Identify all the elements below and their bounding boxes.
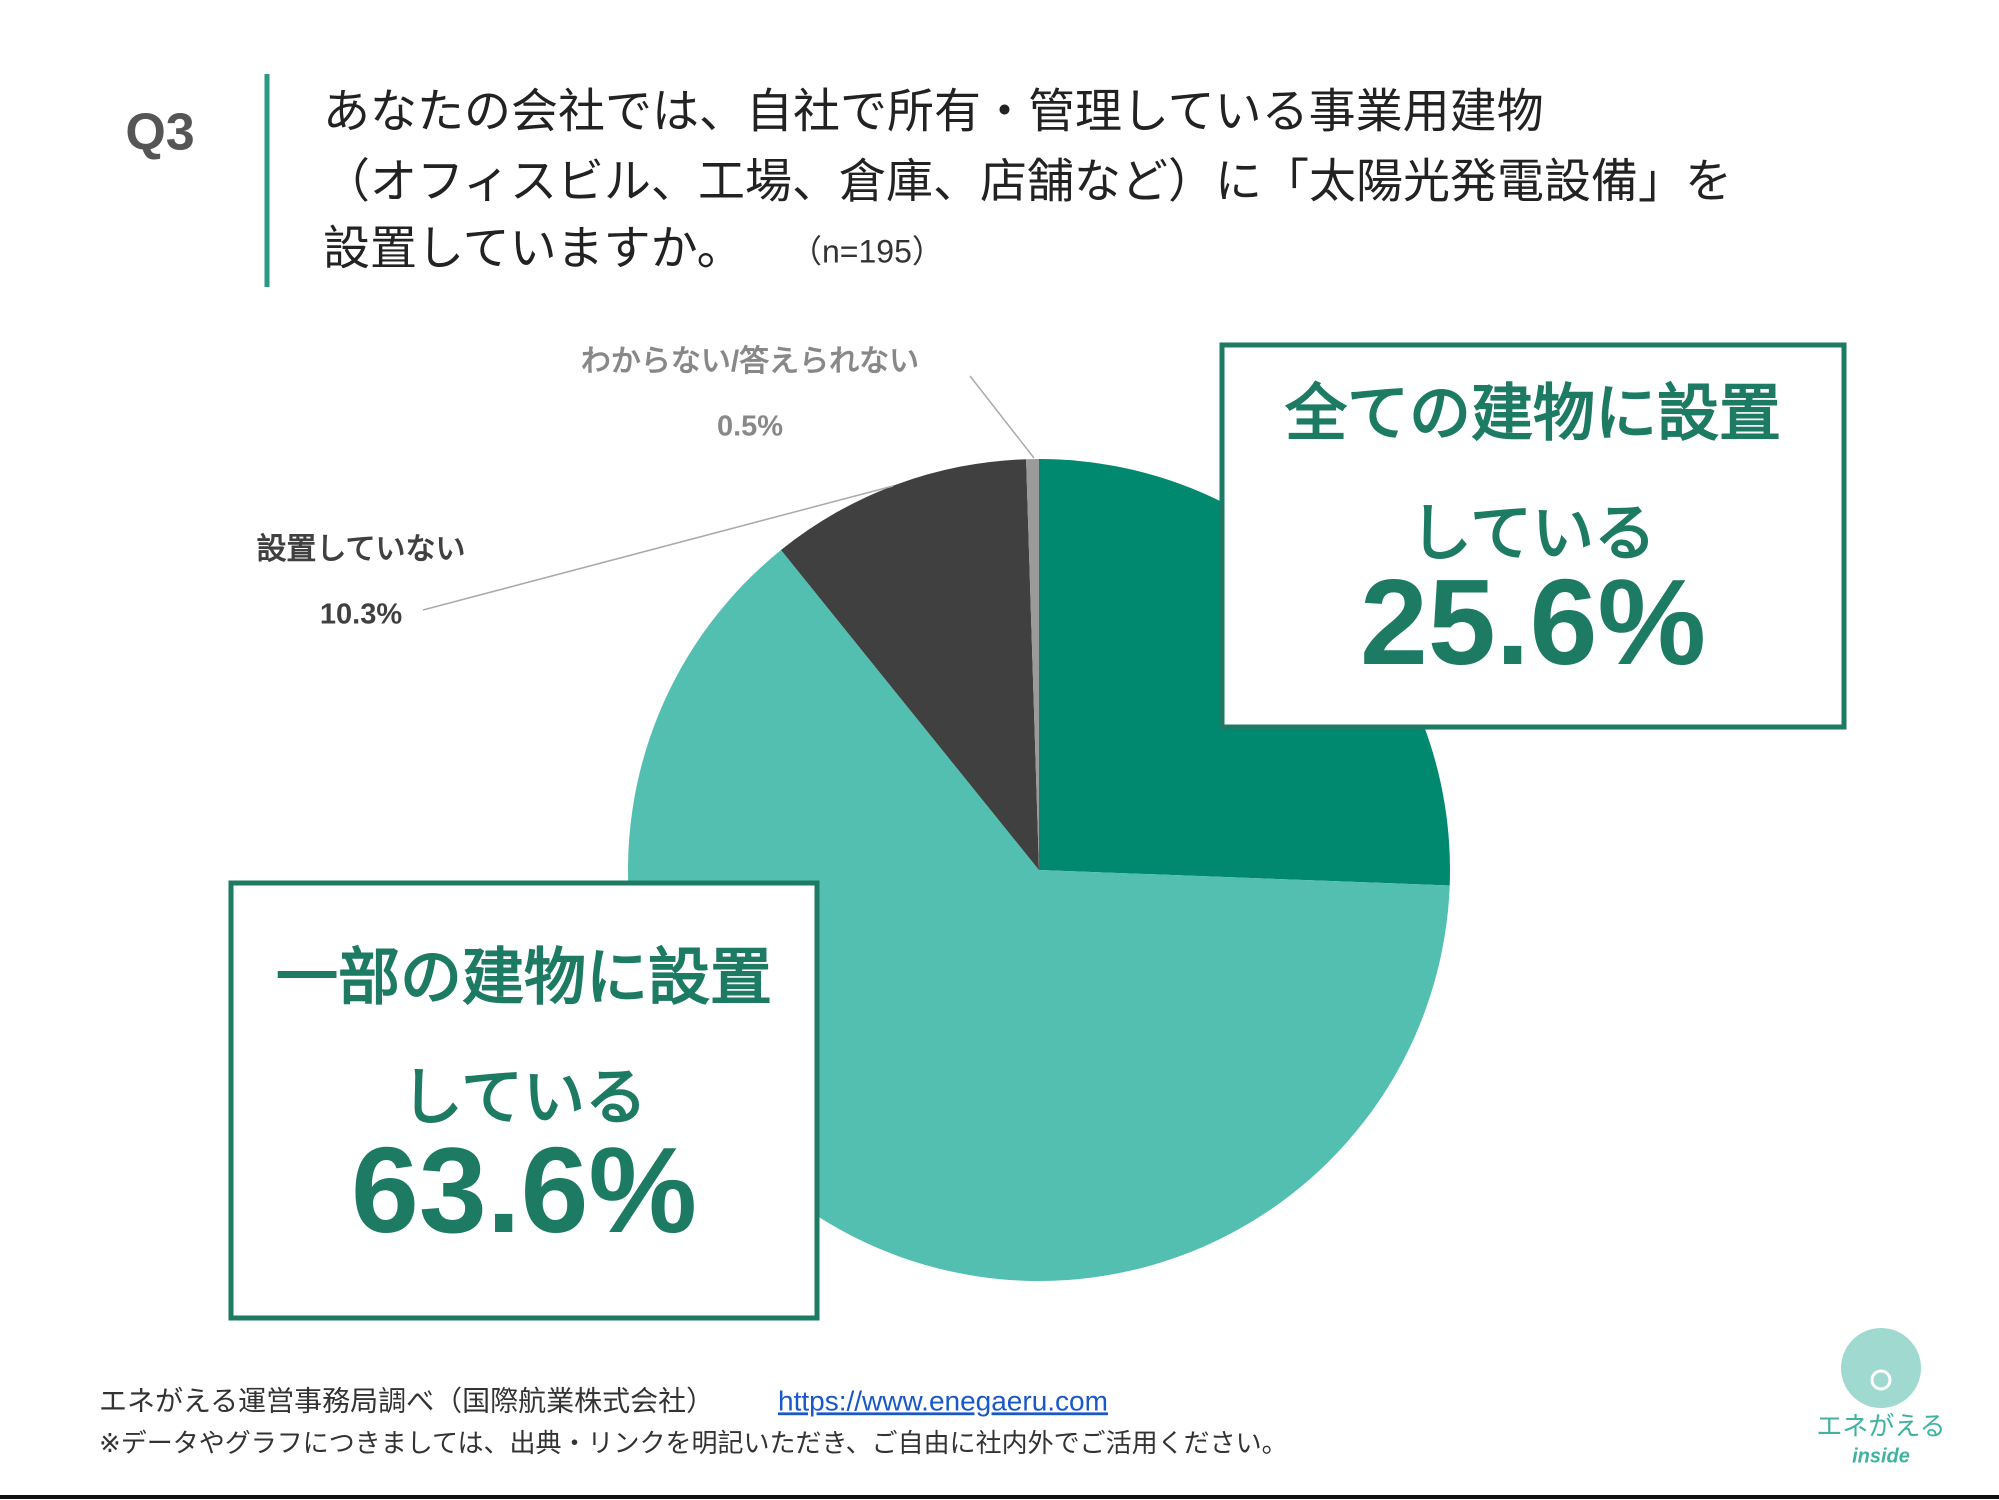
source: エネがえる運営事務局調べ（国際航業株式会社） — [99, 1385, 714, 1416]
labels: 全ての建物に設置している25.6%一部の建物に設置している63.6%設置していな… — [228, 342, 1847, 1321]
value-label: 25.6% — [1360, 554, 1706, 690]
category-label: 全ての建物に設置 — [1284, 379, 1781, 448]
title-line: 設置していますか。 — [323, 221, 744, 274]
category-label: わからない/答えられない — [581, 345, 919, 378]
value-label: 0.5% — [717, 411, 783, 443]
value-label: 63.6% — [351, 1122, 697, 1258]
leader-line — [969, 375, 1035, 459]
logo-bulb — [1870, 1369, 1892, 1391]
label-box — [228, 880, 820, 1321]
category-label: 設置していない — [256, 532, 465, 566]
question-label: Q3 — [125, 104, 194, 162]
value-label: 10.3% — [320, 599, 402, 631]
category-label: している — [1410, 499, 1656, 568]
leader-line — [422, 485, 894, 611]
category-label: 一部の建物に設置 — [276, 943, 772, 1012]
category-label: している — [401, 1063, 647, 1132]
title-line: （オフィスビル、工場、倉庫、店舗など）に「太陽光発電設備」を — [323, 154, 1732, 207]
logo-icon — [1841, 1328, 1921, 1408]
pie-slice — [627, 550, 1450, 1281]
logo-sub: inside — [1852, 1445, 1910, 1467]
label-box — [1219, 342, 1847, 730]
pie-slice — [781, 459, 1039, 870]
pie-slice — [1026, 459, 1039, 870]
note: ※データやグラフにつきましては、出典・リンクを明記いただき、ご自由に社内外でご活… — [99, 1428, 1288, 1458]
logo-name: エネがえる — [1816, 1411, 1945, 1441]
source-url[interactable]: https://www.enegaeru.com — [778, 1385, 1108, 1416]
title-line: あなたの会社では、自社で所有・管理している事業用建物 — [323, 84, 1544, 137]
sample-size: （n=195） — [790, 233, 944, 269]
